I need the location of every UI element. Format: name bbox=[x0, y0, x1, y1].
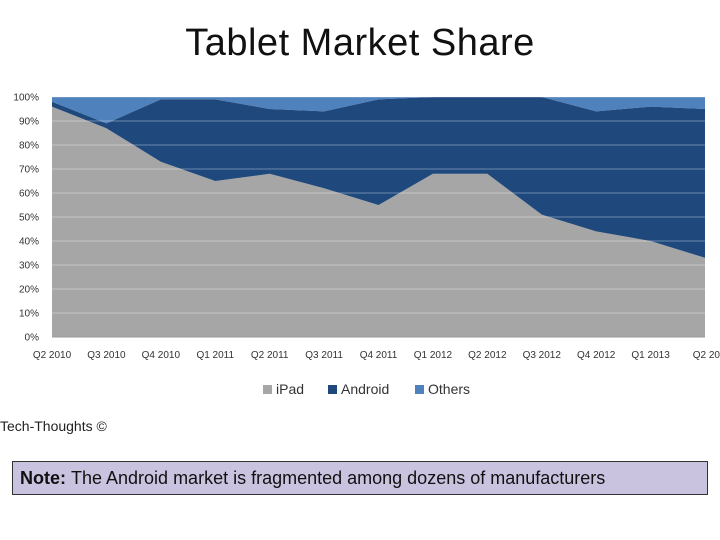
slide-title: Tablet Market Share bbox=[185, 22, 535, 64]
x-tick-label: Q4 2012 bbox=[577, 350, 616, 361]
y-tick-label: 70% bbox=[19, 165, 39, 176]
x-tick-label: Q2 20 bbox=[693, 350, 720, 361]
y-axis-ticks: 0% 10% 20% 30% 40% 50% 60% 70% 80% 90% 100% bbox=[13, 93, 39, 344]
x-tick-label: Q2 2012 bbox=[468, 350, 507, 361]
x-tick-label: Q1 2011 bbox=[196, 350, 234, 361]
y-tick-label: 20% bbox=[19, 285, 39, 296]
note-text: The Android market is fragmented among d… bbox=[71, 467, 606, 488]
area-others bbox=[52, 97, 705, 124]
y-tick-label: 0% bbox=[25, 333, 40, 344]
y-tick-label: 40% bbox=[19, 237, 39, 248]
area-android bbox=[52, 97, 705, 258]
x-tick-label: Q3 2011 bbox=[305, 350, 343, 361]
y-tick-label: 60% bbox=[19, 189, 39, 200]
x-tick-label: Q2 2011 bbox=[251, 350, 289, 361]
x-tick-label: Q2 2010 bbox=[33, 350, 72, 361]
y-tick-label: 80% bbox=[19, 141, 39, 152]
legend-label-ipad: iPad bbox=[276, 381, 304, 397]
x-tick-label: Q4 2010 bbox=[142, 350, 181, 361]
y-tick-label: 50% bbox=[19, 213, 39, 224]
legend-label-others: Others bbox=[428, 381, 470, 397]
area-ipad bbox=[52, 106, 705, 337]
note-label: Note: bbox=[20, 467, 66, 488]
x-tick-label: Q3 2010 bbox=[87, 350, 126, 361]
legend-swatch-others bbox=[415, 385, 424, 394]
y-tick-label: 30% bbox=[19, 261, 39, 272]
x-tick-label: Q1 2012 bbox=[414, 350, 453, 361]
market-share-chart: 0% 10% 20% 30% 40% 50% 60% 70% 80% 90% 100% Q2 201… bbox=[13, 93, 720, 398]
y-tick-label: 100% bbox=[13, 93, 39, 104]
legend: iPad Android Others bbox=[263, 381, 470, 397]
x-tick-label: Q1 2013 bbox=[631, 350, 670, 361]
legend-label-android: Android bbox=[341, 381, 389, 397]
legend-swatch-android bbox=[328, 385, 337, 394]
area-series bbox=[52, 96, 705, 338]
credit-text: Tech-Thoughts © bbox=[0, 418, 107, 434]
y-tick-label: 10% bbox=[19, 309, 39, 320]
x-tick-label: Q4 2011 bbox=[360, 350, 398, 361]
note-box: Note: The Android market is fragmented a… bbox=[12, 461, 708, 495]
x-tick-label: Q3 2012 bbox=[523, 350, 562, 361]
x-axis-ticks: Q2 2010 Q3 2010 Q4 2010 Q1 2011 Q2 2011 Q3 20… bbox=[33, 350, 720, 361]
y-tick-label: 90% bbox=[19, 117, 39, 128]
legend-swatch-ipad bbox=[263, 385, 272, 394]
